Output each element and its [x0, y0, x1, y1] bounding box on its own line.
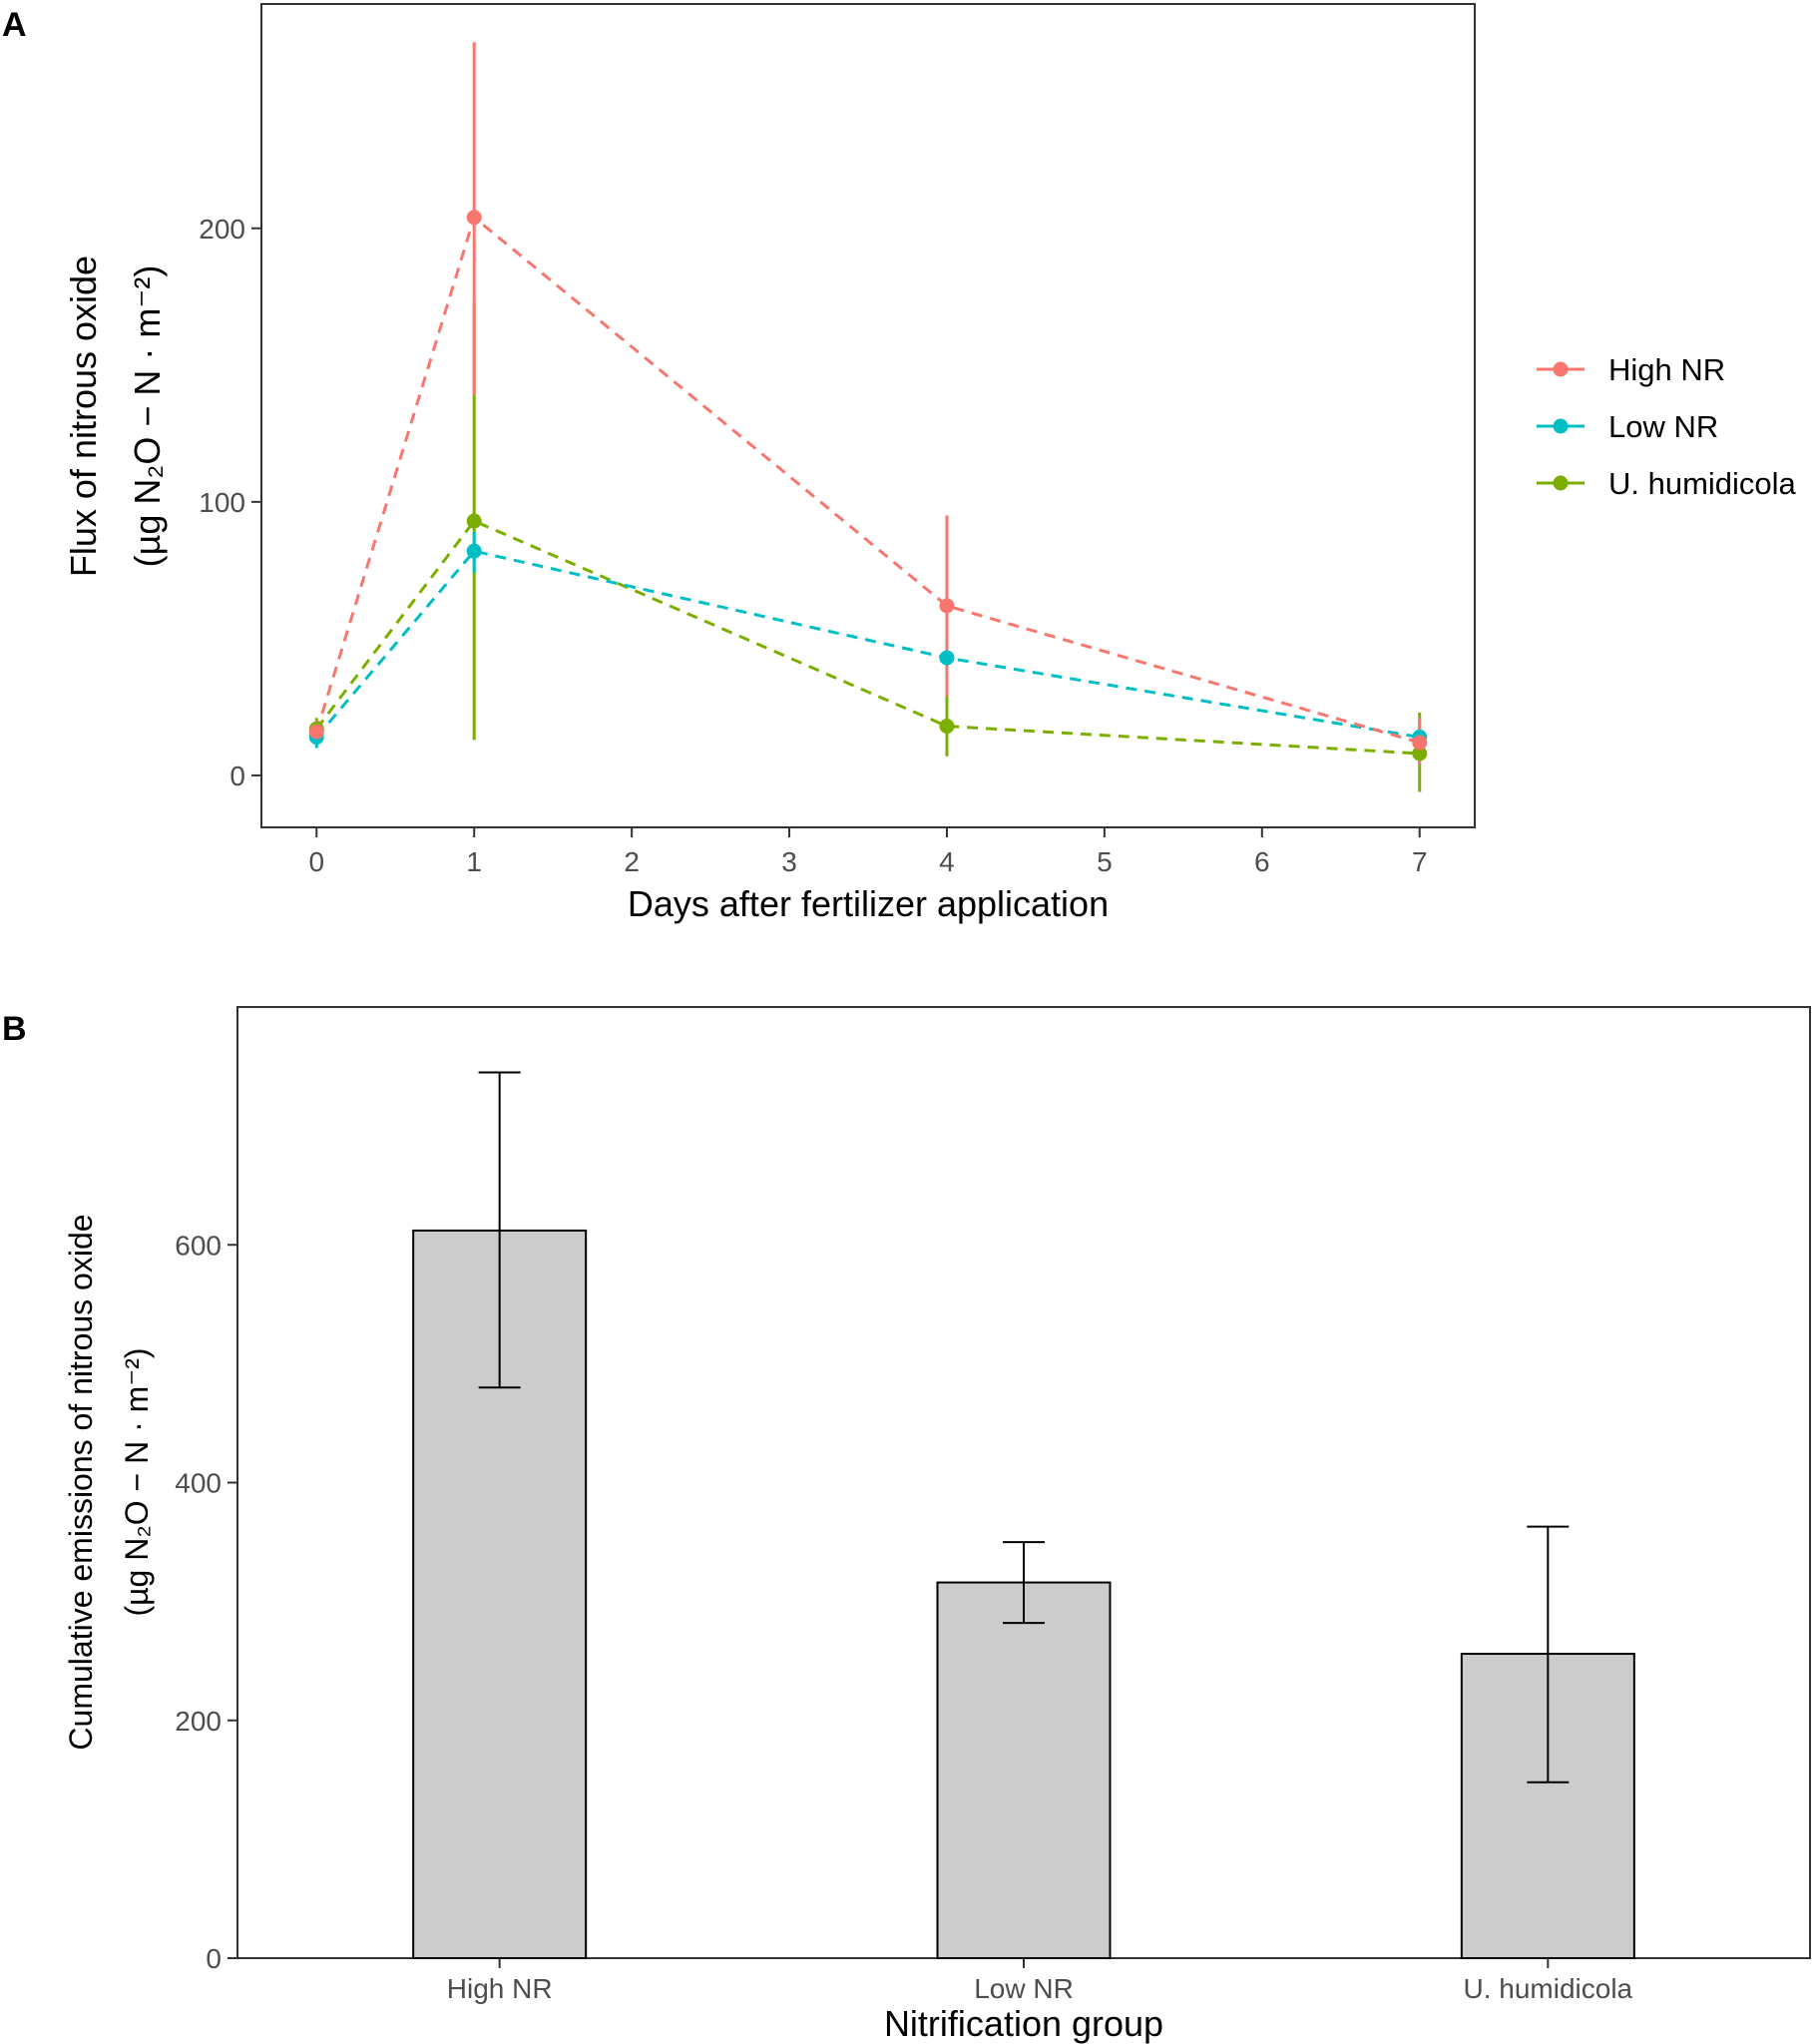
panel-a-y-tick-label: 200 — [199, 214, 245, 245]
panel-a-y-tick-label: 0 — [229, 761, 245, 791]
panel-a-label: A — [2, 6, 27, 44]
panel-a-x-tick-label: 4 — [939, 846, 955, 877]
panel-b-y-axis: 0 200 400 600 — [175, 1230, 237, 1974]
panel-a-x-tick-label: 2 — [624, 846, 640, 877]
legend-key-point — [1553, 418, 1569, 434]
panel-b-label: B — [2, 1010, 27, 1048]
data-point-high-nr — [1412, 735, 1428, 751]
panel-b-x-tick-label: High NR — [447, 1973, 553, 2004]
data-point-high-nr — [939, 598, 955, 614]
panel-a-plot-frame — [260, 3, 1476, 828]
panel-a-series-lines — [314, 215, 1421, 756]
bar-low-nr — [936, 1581, 1112, 1959]
legend-label: Low NR — [1608, 409, 1718, 444]
panel-b-y-tick-label: 0 — [206, 1943, 222, 1974]
data-point-high-nr — [308, 724, 324, 740]
data-point-low-nr — [466, 543, 482, 559]
panel-a: A 0 1 2 3 4 5 6 7 0 100 200 Days after fertilizer… — [2, 3, 1797, 924]
legend-key-point — [1553, 361, 1569, 377]
panel-a-x-tick-label: 5 — [1097, 846, 1113, 877]
series-line-low-nr — [315, 549, 1420, 740]
panel-a-y-title-line1: Flux of nitrous oxide — [63, 256, 104, 577]
panel-a-x-tick-label: 1 — [466, 846, 482, 877]
panel-b-y-tick-label: 600 — [175, 1230, 222, 1261]
panel-a-x-tick-label: 3 — [781, 846, 797, 877]
legend-label: U. humidicola — [1608, 466, 1797, 501]
panel-b-x-title: Nitrification group — [884, 2003, 1163, 2044]
data-point-low-nr — [939, 650, 955, 666]
panel-a-y-tick-label: 100 — [199, 487, 245, 518]
panel-b-y-tick-label: 200 — [175, 1706, 222, 1737]
panel-a-y-title-line2: (µg N₂O − N · m⁻²) — [127, 265, 168, 568]
data-point-u-humidicola — [1412, 746, 1428, 762]
panel-a-x-title: Days after fertilizer application — [628, 883, 1109, 924]
panel-b-y-tick-label: 400 — [175, 1468, 222, 1499]
series-line-high-nr — [314, 215, 1421, 745]
panel-a-x-tick-label: 7 — [1412, 846, 1428, 877]
panel-b-x-axis: High NR Low NR U. humidicola — [447, 1958, 1633, 2004]
panel-b-y-title-line2: (µg N₂O − N · m⁻²) — [119, 1347, 155, 1616]
panel-b-x-tick-label: U. humidicola — [1464, 1973, 1633, 2004]
series-line-u-humidicola — [315, 519, 1420, 756]
panel-a-x-tick-label: 0 — [308, 846, 324, 877]
legend-key-point — [1553, 475, 1569, 491]
panel-a-legend: High NR Low NR U. humidicola — [1537, 352, 1797, 501]
panel-a-y-axis: 0 100 200 — [199, 214, 261, 791]
panel-a-points — [308, 210, 1428, 762]
panel-b-x-tick-label: Low NR — [974, 1973, 1074, 2004]
data-point-u-humidicola — [939, 719, 955, 735]
panel-b-y-title-line1: Cumulative emissions of nitrous oxide — [63, 1214, 99, 1750]
data-point-u-humidicola — [466, 513, 482, 529]
legend-label: High NR — [1608, 352, 1725, 387]
panel-a-x-tick-label: 6 — [1254, 846, 1270, 877]
panel-a-x-axis: 0 1 2 3 4 5 6 7 — [308, 827, 1428, 877]
panel-b-error-bars — [478, 1071, 1570, 1784]
data-point-high-nr — [466, 210, 482, 226]
